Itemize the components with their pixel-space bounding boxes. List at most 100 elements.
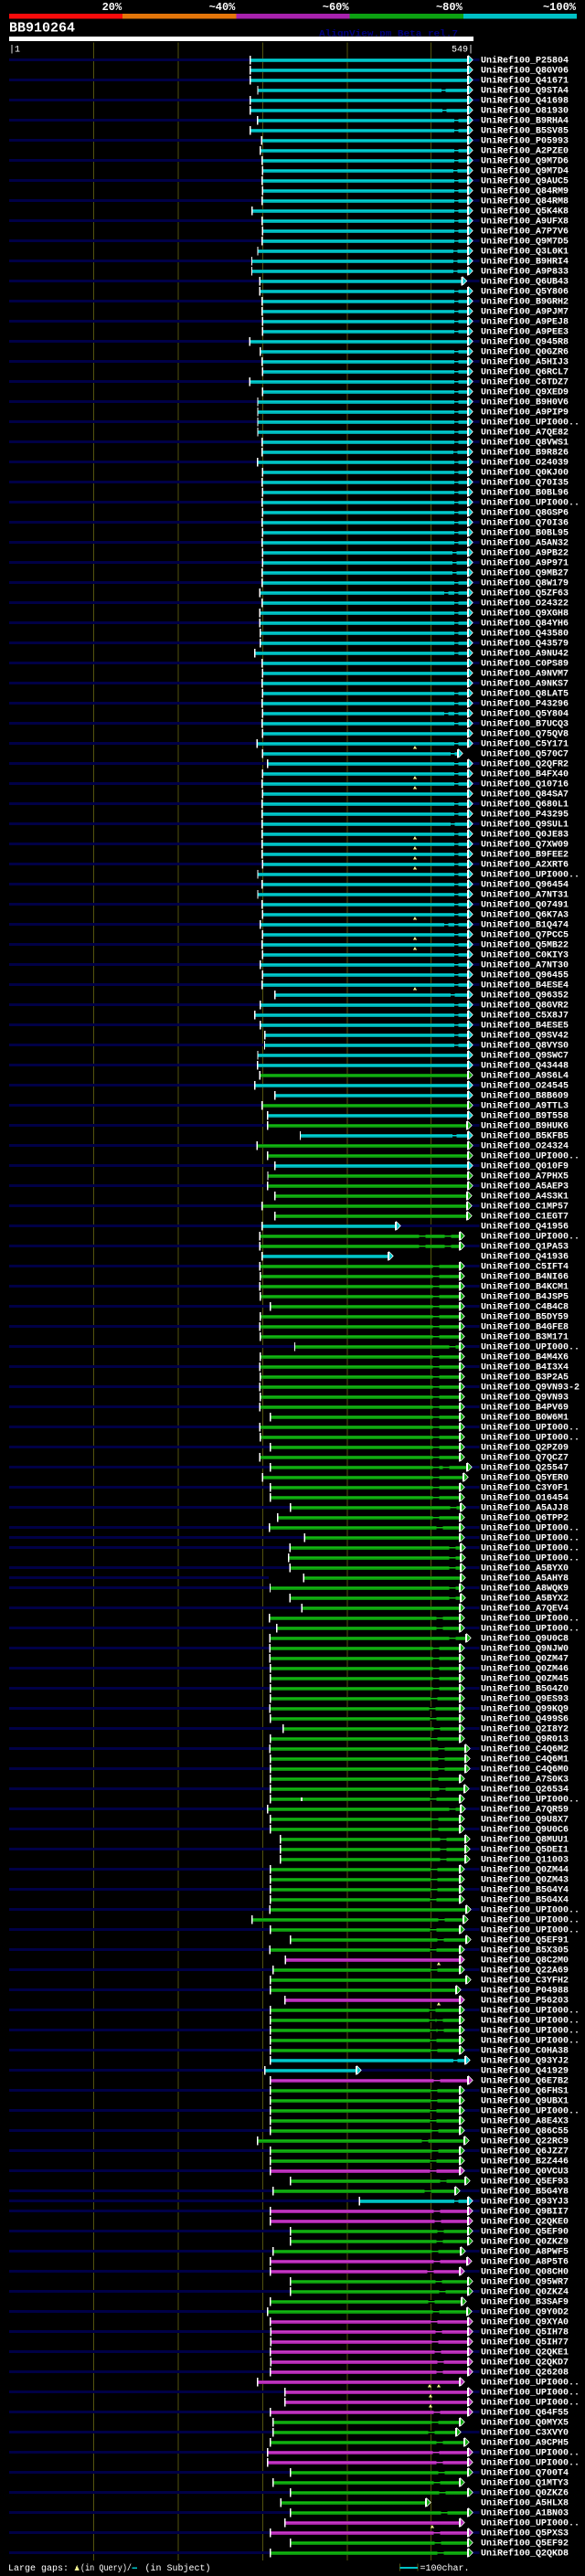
svg-text:UniRef100_Q70I35: UniRef100_Q70I35 xyxy=(481,478,569,489)
svg-text:UniRef100_Q26208: UniRef100_Q26208 xyxy=(481,2368,569,2379)
svg-text:UniRef100_A8P5T6: UniRef100_A8P5T6 xyxy=(481,2257,569,2268)
svg-text:UniRef100_Q9NJW0: UniRef100_Q9NJW0 xyxy=(481,1644,569,1655)
svg-text:~100%: ~100% xyxy=(543,1,577,14)
svg-text:UniRef100_Q93YJ3: UniRef100_Q93YJ3 xyxy=(481,2197,569,2208)
svg-text:UniRef100_A9PB22: UniRef100_A9PB22 xyxy=(481,548,569,559)
svg-text:UniRef100_Q9AUC5: UniRef100_Q9AUC5 xyxy=(481,176,569,187)
svg-text:UniRef100_P56203: UniRef100_P56203 xyxy=(481,1996,569,2007)
svg-text:UniRef100_UPI000..: UniRef100_UPI000.. xyxy=(481,1151,580,1162)
svg-text:UniRef100_Q93YJ2: UniRef100_Q93YJ2 xyxy=(481,2056,569,2067)
svg-text:UniRef100_Q6JZZ7: UniRef100_Q6JZZ7 xyxy=(481,2147,569,2157)
svg-text:UniRef100_A9P833: UniRef100_A9P833 xyxy=(481,267,569,278)
svg-text:(in Subject): (in Subject) xyxy=(145,2563,211,2574)
svg-text:UniRef100_B4ESE4: UniRef100_B4ESE4 xyxy=(481,981,569,991)
svg-text:UniRef100_B4NI66: UniRef100_B4NI66 xyxy=(481,1272,569,1283)
svg-text:~60%: ~60% xyxy=(323,1,350,14)
svg-text:UniRef100_A5AN32: UniRef100_A5AN32 xyxy=(481,538,569,549)
svg-text:UniRef100_Q9R013: UniRef100_Q9R013 xyxy=(481,1734,569,1745)
svg-text:UniRef100_A7QR59: UniRef100_A7QR59 xyxy=(481,1805,569,1816)
svg-text:UniRef100_C0PS89: UniRef100_C0PS89 xyxy=(481,659,569,670)
svg-text:UniRef100_Q8C2M0: UniRef100_Q8C2M0 xyxy=(481,1956,569,1966)
svg-text:UniRef100_Q43580: UniRef100_Q43580 xyxy=(481,629,569,640)
svg-text:UniRef100_B7UCQ3: UniRef100_B7UCQ3 xyxy=(481,719,569,730)
svg-text:UniRef100_C4Q6M0: UniRef100_C4Q6M0 xyxy=(481,1765,569,1776)
svg-text:UniRef100_UPI000..: UniRef100_UPI000.. xyxy=(481,1342,580,1353)
svg-text:UniRef100_Q41929: UniRef100_Q41929 xyxy=(481,2066,569,2077)
svg-text:UniRef100_UPI000..: UniRef100_UPI000.. xyxy=(481,1614,580,1625)
svg-text:UniRef100_Q41956: UniRef100_Q41956 xyxy=(481,1222,569,1233)
svg-text:UniRef100_A5AJJ8: UniRef100_A5AJJ8 xyxy=(481,1503,569,1514)
svg-text:UniRef100_Q0ZM45: UniRef100_Q0ZM45 xyxy=(481,1674,569,1685)
svg-text:UniRef100_UPI000..: UniRef100_UPI000.. xyxy=(481,1925,580,1936)
svg-text:UniRef100_Q84YH6: UniRef100_Q84YH6 xyxy=(481,619,569,630)
svg-text:UniRef100_B5KFB5: UniRef100_B5KFB5 xyxy=(481,1131,569,1142)
svg-text:UniRef100_B4JSP5: UniRef100_B4JSP5 xyxy=(481,1292,569,1303)
svg-text:UniRef100_B4KCM1: UniRef100_B4KCM1 xyxy=(481,1282,569,1293)
svg-text:UniRef100_Q9VN93: UniRef100_Q9VN93 xyxy=(481,1393,569,1404)
svg-text:UniRef100_O24545: UniRef100_O24545 xyxy=(481,1081,569,1092)
svg-text:UniRef100_A8PWF5: UniRef100_A8PWF5 xyxy=(481,2247,569,2258)
svg-text:UniRef100_A9PEJ8: UniRef100_A9PEJ8 xyxy=(481,317,569,328)
svg-text:BB910264: BB910264 xyxy=(9,21,75,37)
svg-text:UniRef100_Q5EF92: UniRef100_Q5EF92 xyxy=(481,2539,569,2549)
svg-text:UniRef100_B5X305: UniRef100_B5X305 xyxy=(481,1945,569,1956)
svg-text:UniRef100_A5HIJ3: UniRef100_A5HIJ3 xyxy=(481,357,569,368)
svg-text:UniRef100_Q9U0C8: UniRef100_Q9U0C8 xyxy=(481,1634,569,1645)
svg-text:UniRef100_B4M4X6: UniRef100_B4M4X6 xyxy=(481,1352,569,1363)
svg-text:UniRef100_A4S3K1: UniRef100_A4S3K1 xyxy=(481,1192,569,1203)
svg-text:UniRef100_Q2QKE0: UniRef100_Q2QKE0 xyxy=(481,2217,569,2228)
svg-text:UniRef100_UPI000..: UniRef100_UPI000.. xyxy=(481,2378,580,2389)
svg-text:UniRef100_A5HLX8: UniRef100_A5HLX8 xyxy=(481,2498,569,2509)
svg-text:UniRef100_Q2PZ09: UniRef100_Q2PZ09 xyxy=(481,1443,569,1454)
svg-text:UniRef100_Q0VCU3: UniRef100_Q0VCU3 xyxy=(481,2167,569,2178)
svg-text:UniRef100_A8E4X3: UniRef100_A8E4X3 xyxy=(481,2116,569,2127)
svg-text:UniRef100_A9NU42: UniRef100_A9NU42 xyxy=(481,649,569,660)
svg-text:UniRef100_UPI000..: UniRef100_UPI000.. xyxy=(481,1543,580,1554)
svg-text:UniRef100_B5DY59: UniRef100_B5DY59 xyxy=(481,1312,569,1323)
svg-text:UniRef100_Q9U8X7: UniRef100_Q9U8X7 xyxy=(481,1815,569,1826)
svg-text:UniRef100_O24324: UniRef100_O24324 xyxy=(481,1141,569,1152)
svg-text:UniRef100_Q8GVR2: UniRef100_Q8GVR2 xyxy=(481,1001,569,1012)
svg-text:UniRef100_UPI000..: UniRef100_UPI000.. xyxy=(481,1523,580,1534)
svg-text:UniRef100_UPI000..: UniRef100_UPI000.. xyxy=(481,1915,580,1926)
svg-text:UniRef100_P43295: UniRef100_P43295 xyxy=(481,810,569,821)
svg-text:UniRef100_Q499S6: UniRef100_Q499S6 xyxy=(481,1714,569,1725)
svg-text:UniRef100_Q0GZR6: UniRef100_Q0GZR6 xyxy=(481,347,569,358)
svg-text:UniRef100_Q9UBX1: UniRef100_Q9UBX1 xyxy=(481,2096,569,2107)
svg-text:UniRef100_A9CPH5: UniRef100_A9CPH5 xyxy=(481,2438,569,2449)
svg-text:UniRef100_A7QEV4: UniRef100_A7QEV4 xyxy=(481,1604,569,1615)
svg-text:UniRef100_A9P971: UniRef100_A9P971 xyxy=(481,558,569,569)
svg-text:UniRef100_UPI000..: UniRef100_UPI000.. xyxy=(481,2448,580,2459)
svg-text:UniRef100_Q6E7B2: UniRef100_Q6E7B2 xyxy=(481,2076,569,2087)
svg-text:UniRef100_Q680L1: UniRef100_Q680L1 xyxy=(481,800,569,811)
svg-text:UniRef100_C5IFT4: UniRef100_C5IFT4 xyxy=(481,1262,569,1273)
svg-text:UniRef100_B5G4Y4: UniRef100_B5G4Y4 xyxy=(481,1885,569,1896)
svg-text:UniRef100_Q5PXS3: UniRef100_Q5PXS3 xyxy=(481,2528,569,2539)
svg-text:UniRef100_C3XVY0: UniRef100_C3XVY0 xyxy=(481,2428,569,2439)
svg-text:UniRef100_B5G4X4: UniRef100_B5G4X4 xyxy=(481,1895,569,1906)
svg-text:UniRef100_B4FX40: UniRef100_B4FX40 xyxy=(481,769,569,780)
svg-text:UniRef100_Q6K7A3: UniRef100_Q6K7A3 xyxy=(481,910,569,921)
svg-text:UniRef100_Q5DEI1: UniRef100_Q5DEI1 xyxy=(481,1845,569,1856)
svg-text:UniRef100_C4B4C8: UniRef100_C4B4C8 xyxy=(481,1302,569,1313)
svg-text:UniRef100_Q1MTY3: UniRef100_Q1MTY3 xyxy=(481,2478,569,2489)
svg-text:UniRef100_Q8GSP6: UniRef100_Q8GSP6 xyxy=(481,508,569,519)
svg-text:UniRef100_UPI000..: UniRef100_UPI000.. xyxy=(481,1795,580,1806)
svg-text:UniRef100_Q9ES93: UniRef100_Q9ES93 xyxy=(481,1694,569,1705)
svg-text:UniRef100_Q0ZM47: UniRef100_Q0ZM47 xyxy=(481,1654,569,1665)
svg-text:UniRef100_P05993: UniRef100_P05993 xyxy=(481,136,569,147)
svg-text:UniRef100_Q41698: UniRef100_Q41698 xyxy=(481,96,569,107)
svg-text:UniRef100_Q0ZM44: UniRef100_Q0ZM44 xyxy=(481,1865,569,1876)
svg-text:UniRef100_Q8LAT5: UniRef100_Q8LAT5 xyxy=(481,689,569,700)
svg-text:UniRef100_B0W6M1: UniRef100_B0W6M1 xyxy=(481,1413,569,1424)
svg-text:UniRef100_Q96455: UniRef100_Q96455 xyxy=(481,970,569,981)
svg-text:UniRef100_B0BL95: UniRef100_B0BL95 xyxy=(481,528,569,539)
svg-text:UniRef100_A7QE82: UniRef100_A7QE82 xyxy=(481,428,569,439)
svg-text:UniRef100_B4I3X4: UniRef100_B4I3X4 xyxy=(481,1362,569,1373)
svg-text:UniRef100_Q2I8Y2: UniRef100_Q2I8Y2 xyxy=(481,1724,569,1735)
svg-text:UniRef100_B5SV85: UniRef100_B5SV85 xyxy=(481,126,569,137)
svg-text:UniRef100_Q8MUU1: UniRef100_Q8MUU1 xyxy=(481,1835,569,1846)
svg-text:UniRef100_Q96352: UniRef100_Q96352 xyxy=(481,991,569,1002)
svg-text:UniRef100_A5BYX2: UniRef100_A5BYX2 xyxy=(481,1594,569,1605)
svg-text:UniRef100_A7P7V6: UniRef100_A7P7V6 xyxy=(481,227,569,238)
